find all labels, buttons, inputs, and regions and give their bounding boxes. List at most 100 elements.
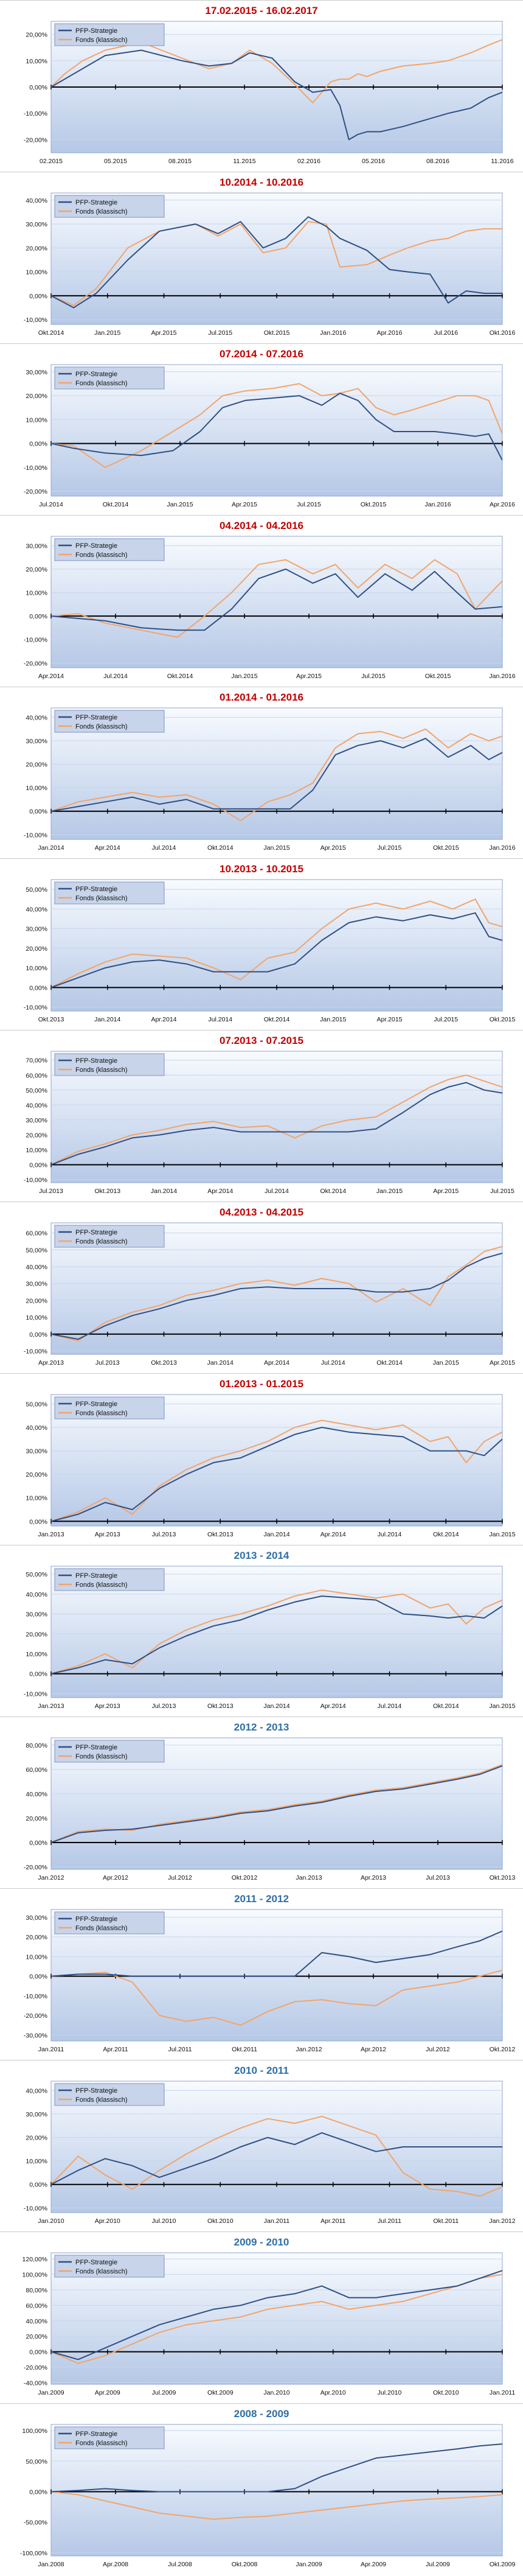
series-line-fund <box>51 559 502 638</box>
legend-label: Fonds (klassisch) <box>75 2096 128 2104</box>
x-tick-label: Jul.2013 <box>152 1703 176 1710</box>
y-tick-label: 20,00% <box>26 32 47 39</box>
x-tick-label: Jan.2013 <box>296 1874 322 1881</box>
legend-label: Fonds (klassisch) <box>75 551 128 559</box>
chart-title: 2013 - 2014 <box>234 1550 289 1561</box>
x-tick-label: Apr.2016 <box>376 329 402 337</box>
x-tick-label: Okt.2011 <box>232 2046 257 2053</box>
legend-label: PFP-Strategie <box>75 1229 117 1236</box>
y-tick-label: 20,00% <box>26 1934 47 1941</box>
legend-box <box>54 538 165 561</box>
y-tick-label: -10,00% <box>24 1348 47 1355</box>
y-tick-label: 40,00% <box>26 197 47 205</box>
chart-title: 2011 - 2012 <box>234 1893 289 1905</box>
x-tick-label: Jan.2014 <box>263 1531 289 1538</box>
x-tick-label: Okt.2014 <box>433 1703 459 1710</box>
x-tick-label: Jul.2013 <box>152 1531 176 1538</box>
x-tick-label: Jan.2008 <box>38 2561 64 2568</box>
legend-box <box>54 1568 165 1591</box>
x-tick-label: Apr.2009 <box>95 2389 120 2396</box>
legend-label: Fonds (klassisch) <box>75 1238 128 1245</box>
x-tick-label: Jul.2010 <box>152 2217 176 2225</box>
x-tick-label: Jan.2015 <box>94 329 120 337</box>
x-tick-label: Jan.2011 <box>264 2217 290 2225</box>
x-tick-label: Apr.2011 <box>103 2046 128 2053</box>
legend-label: Fonds (klassisch) <box>75 1925 128 1932</box>
x-tick-label: Okt.2012 <box>490 2046 516 2053</box>
x-tick-label: Okt.2012 <box>232 1874 258 1881</box>
series-line-strategy <box>51 2270 502 2361</box>
x-tick-label: Apr.2013 <box>95 1703 120 1710</box>
legend-box <box>54 23 165 46</box>
legend-label: PFP-Strategie <box>75 1916 117 1923</box>
chart-svg: 2009 - 2010 120,00% 100,00% 80,00% 60,00% 40,… <box>23 2236 516 2396</box>
y-tick-label: 50,00% <box>26 1247 47 1254</box>
x-tick-label: Apr.2015 <box>232 501 257 508</box>
x-tick-label: Okt.2014 <box>264 1016 290 1023</box>
y-tick-label: 60,00% <box>26 1072 47 1079</box>
y-tick-label: 30,00% <box>26 738 47 745</box>
series-line-strategy <box>51 1765 502 1843</box>
chart-title: 10.2013 - 10.2015 <box>220 863 303 875</box>
x-tick-label: Okt.2014 <box>433 1531 459 1538</box>
y-tick-label: 40,00% <box>26 1791 47 1798</box>
x-tick-label: Okt.2013 <box>207 1703 234 1710</box>
y-tick-label: -10,00% <box>24 1004 47 1012</box>
y-tick-label: 20,00% <box>26 393 47 400</box>
chart-svg: 2010 - 2011 40,00% 30,00% 20,00% 10,00% 0,00%… <box>24 2065 516 2225</box>
chart-title: 01.2013 - 01.2015 <box>220 1378 303 1390</box>
x-tick-label: Apr.2014 <box>38 673 64 680</box>
x-tick-label: Jan.2015 <box>167 501 193 508</box>
x-tick-label: Jan.2009 <box>38 2389 64 2396</box>
x-tick-label: Jan.2014 <box>263 1703 289 1710</box>
x-tick-label: Apr.2015 <box>376 1016 402 1023</box>
x-tick-label: Jan.2011 <box>38 2046 64 2053</box>
legend-label: PFP-Strategie <box>75 714 117 721</box>
legend-label: Fonds (klassisch) <box>75 1581 128 1589</box>
legend-label: PFP-Strategie <box>75 1744 117 1751</box>
chart-svg: 10.2013 - 10.2015 50,00% 40,00% 30,00% 20,00… <box>24 863 516 1023</box>
x-tick-label: 05.2016 <box>362 158 385 165</box>
series-line-strategy <box>51 2443 502 2493</box>
x-tick-label: Jan.2016 <box>320 329 346 337</box>
x-tick-label: Jan.2014 <box>94 1016 120 1023</box>
chart-panel: 10.2013 - 10.2015 50,00% 40,00% 30,00% 20,00… <box>0 858 523 1030</box>
x-tick-label: Jul.2014 <box>378 1703 402 1710</box>
y-tick-label: 0,00% <box>29 2489 47 2496</box>
x-tick-label: Jul.2014 <box>378 1531 402 1538</box>
chart-panel: 07.2014 - 07.2016 30,00% 20,00% 10,00% 0,00%… <box>0 343 523 515</box>
series-line-fund <box>51 1764 502 1843</box>
y-tick-label: 0,00% <box>29 84 47 91</box>
x-tick-label: Okt.2014 <box>320 1188 346 1195</box>
x-tick-label: Jul.2014 <box>39 501 63 508</box>
y-tick-label: -10,00% <box>24 464 47 472</box>
y-tick-label: 50,00% <box>26 1087 47 1094</box>
series-line-strategy <box>51 393 502 461</box>
x-tick-label: 11.2016 <box>491 158 513 165</box>
chart-svg: 2013 - 2014 50,00% 40,00% 30,00% 20,00% 10,00… <box>24 1550 516 1710</box>
chart-title: 2009 - 2010 <box>234 2236 289 2248</box>
series-line-strategy <box>51 1082 502 1166</box>
y-tick-label: 40,00% <box>26 1102 47 1109</box>
y-tick-label: 20,00% <box>26 1297 47 1304</box>
legend-box <box>54 2426 165 2449</box>
y-tick-label: 40,00% <box>26 906 47 913</box>
chart-svg: 01.2014 - 01.2016 40,00% 30,00% 20,00% 10,00… <box>24 691 516 852</box>
y-tick-label: 10,00% <box>26 269 47 276</box>
chart-title: 04.2014 - 04.2016 <box>220 520 303 531</box>
x-tick-label: Jul.2014 <box>321 1359 345 1367</box>
y-tick-label: 20,00% <box>26 1815 47 1822</box>
legend-label: PFP-Strategie <box>75 2087 117 2095</box>
x-tick-label: 02.2016 <box>297 158 320 165</box>
x-tick-label: Apr.2012 <box>103 1874 128 1881</box>
x-tick-label: Okt.2013 <box>207 1531 234 1538</box>
legend-label: Fonds (klassisch) <box>75 380 128 387</box>
x-tick-label: Jan.2010 <box>263 2389 289 2396</box>
series-line-fund <box>51 1589 502 1675</box>
legend-label: PFP-Strategie <box>75 1057 117 1065</box>
x-tick-label: Apr.2010 <box>320 2389 346 2396</box>
y-tick-label: 40,00% <box>26 1264 47 1271</box>
x-tick-label: Okt.2015 <box>490 1016 516 1023</box>
x-tick-label: Okt.2014 <box>38 329 64 337</box>
